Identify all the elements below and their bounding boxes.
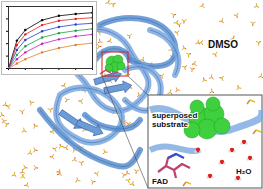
- svg-text:FAD: FAD: [152, 177, 168, 186]
- svg-text:DMSO: DMSO: [208, 39, 238, 50]
- svg-text:superposedsubstrate: superposedsubstrate: [152, 111, 197, 129]
- svg-text:H₂O: H₂O: [236, 167, 252, 176]
